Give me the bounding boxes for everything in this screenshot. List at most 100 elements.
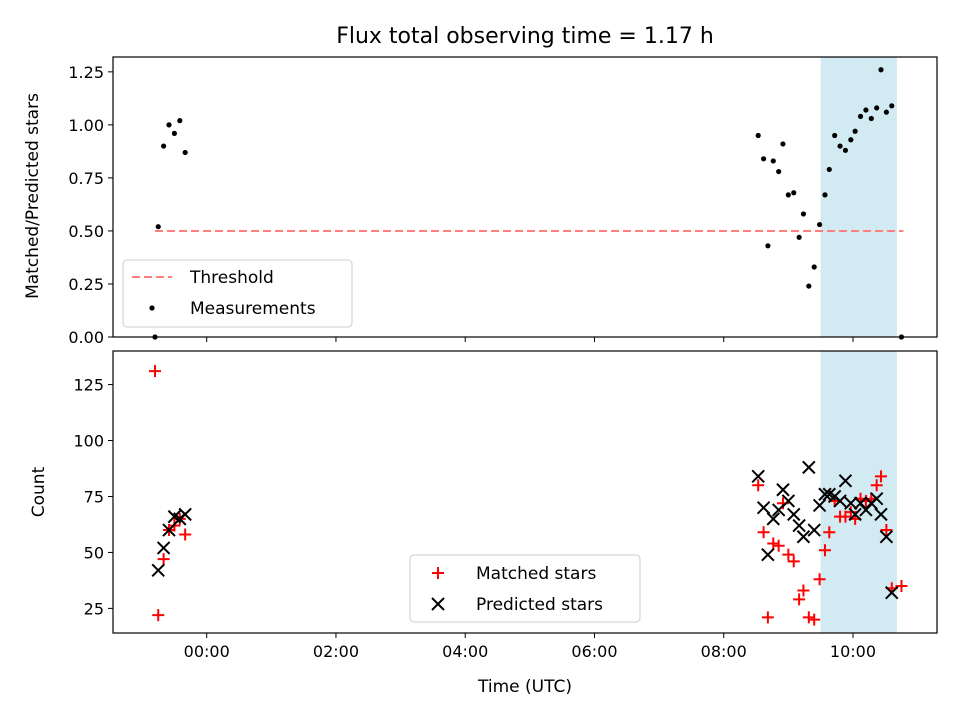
predicted-stars-point [178, 507, 192, 522]
matched-stars-point [793, 593, 806, 606]
predicted-stars-point [151, 563, 165, 578]
predicted-stars-point [838, 474, 853, 488]
measurement-point [755, 132, 761, 139]
measurement-point [166, 122, 172, 128]
bottom-axes-frame [112, 350, 938, 634]
top-y-tick-label: 1.00 [68, 116, 104, 135]
legend-matched-label: Matched stars [476, 564, 596, 584]
top-y-tick-label: 1.25 [68, 63, 104, 82]
matched-stars-point [772, 539, 785, 552]
matched-stars-point [782, 548, 795, 561]
predicted-stars-point [848, 507, 862, 522]
predicted-stars-point [874, 507, 888, 522]
measurement-point [878, 67, 884, 73]
measurement-point [863, 107, 869, 113]
measurement-point [868, 115, 874, 122]
matched-stars-point [797, 584, 810, 597]
bottom-plot: 25 50 75 100 125 00:00 02:00 04:00 06:00 08:00 10:… [73, 350, 938, 661]
x-tick-label: 00:00 [184, 642, 230, 661]
matched-stars-point [870, 479, 883, 492]
matched-stars-point [787, 555, 800, 568]
matched-stars-point [808, 613, 821, 626]
predicted-stars-point [776, 483, 790, 497]
bottom-y-tick-label: 50 [84, 543, 104, 562]
legend-measurements-label: Measurements [190, 299, 316, 319]
matched-stars-point [149, 365, 162, 378]
measurement-point [874, 105, 880, 111]
measurement-point [780, 141, 786, 147]
measurement-point [826, 166, 832, 173]
top-legend: Threshold Measurements [122, 259, 353, 328]
measurement-point [837, 143, 843, 149]
measurement-point [177, 118, 183, 124]
measurement-point [816, 221, 823, 228]
matched-stars-point [152, 609, 165, 622]
x-tick-label: 10:00 [830, 642, 876, 661]
measurement-point [806, 283, 812, 289]
x-tick-label: 06:00 [571, 642, 617, 661]
legend-predicted-swatch [431, 597, 445, 611]
matched-stars-point [880, 524, 893, 537]
matched-stars-point [844, 506, 857, 519]
top-y-tick-label: 0.00 [68, 328, 104, 347]
measurement-point [155, 224, 161, 230]
top-legend-box [122, 259, 353, 328]
measurement-point [171, 130, 177, 136]
measurement-point [765, 243, 771, 249]
measurement-point [785, 192, 791, 198]
legend-matched-swatch [432, 567, 444, 579]
matched-stars-point [823, 526, 836, 539]
x-tick-label: 02:00 [313, 642, 359, 661]
top-highlight-span [820, 57, 897, 337]
top-y-axis-label: Matched/Predicted stars [23, 93, 43, 299]
matched-stars-point [895, 580, 908, 592]
measurement-point [832, 132, 838, 139]
predicted-stars-point [162, 523, 176, 537]
top-y-tick-label: 0.25 [68, 275, 104, 294]
x-tick-label: 04:00 [442, 642, 488, 661]
predicted-stars-point [885, 586, 899, 600]
matched-stars-point [179, 528, 192, 541]
legend-threshold-label: Threshold [189, 268, 274, 288]
bottom-highlight-span [820, 351, 897, 633]
matched-stars-point [818, 544, 831, 557]
measurement-point [791, 190, 797, 196]
measurement-point [822, 192, 828, 198]
predicted-stars-point [781, 494, 796, 508]
measurement-point [811, 264, 817, 270]
bottom-legend-box [409, 554, 641, 623]
bottom-y-tick-label: 100 [73, 432, 104, 451]
matched-stars-point [802, 611, 815, 624]
predicted-stars-point [156, 541, 171, 555]
top-y-tick-label: 0.75 [68, 169, 104, 188]
bottom-y-tick-label: 25 [84, 599, 104, 618]
measurement-point [770, 158, 776, 164]
measurement-point [857, 113, 864, 119]
matched-stars-point [813, 573, 826, 586]
measurement-point [800, 211, 807, 217]
predicted-stars-point [833, 494, 847, 508]
top-y-tick-label: 0.50 [68, 222, 104, 241]
predicted-stars-point [792, 518, 806, 533]
bottom-y-axis-label: Count [29, 466, 49, 517]
measurement-point [161, 143, 167, 149]
measurement-point [842, 147, 849, 153]
predicted-stars-point [802, 460, 816, 475]
predicted-stars-point [869, 492, 884, 506]
bottom-y-tick-label: 125 [73, 376, 104, 395]
measurement-point [883, 109, 889, 115]
predicted-stars-point [796, 530, 811, 544]
legend-predicted-label: Predicted stars [476, 595, 603, 615]
x-axis-label: Time (UTC) [477, 677, 572, 697]
predicted-stars-point [807, 523, 821, 537]
bottom-y-tick-label: 75 [84, 487, 104, 506]
matched-stars-point [767, 537, 780, 550]
measurement-point [852, 128, 858, 134]
matched-stars-point [874, 470, 887, 483]
measurement-point [776, 168, 782, 175]
matched-stars-point [752, 479, 765, 492]
predicted-stars-point [766, 512, 780, 526]
predicted-stars-point [812, 498, 827, 513]
measurement-point [182, 149, 188, 156]
